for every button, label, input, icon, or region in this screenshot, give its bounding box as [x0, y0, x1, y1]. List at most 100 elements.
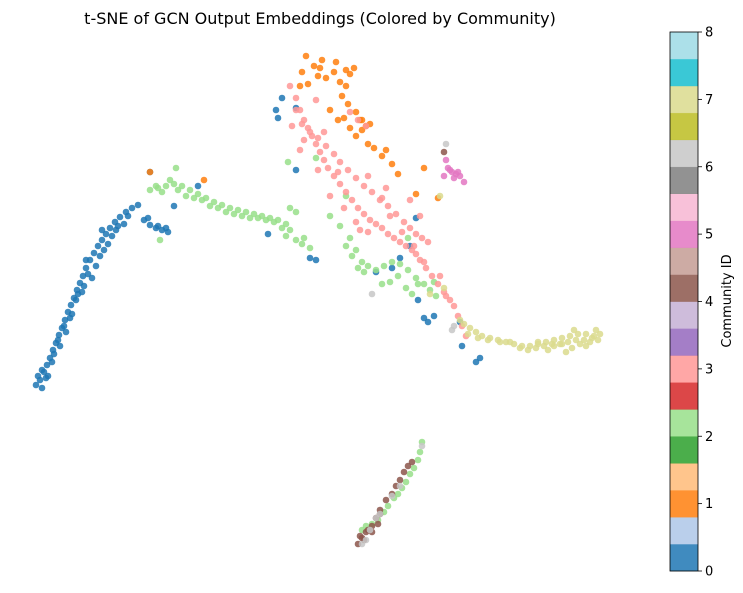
point-community-2: [364, 262, 372, 270]
point-community-7: [540, 342, 548, 350]
point-community-0: [146, 221, 154, 229]
colorbar-segment: [670, 85, 698, 114]
point-community-2: [406, 470, 414, 478]
point-community-2: [270, 218, 278, 226]
point-community-1: [338, 92, 346, 100]
point-community-2: [372, 266, 380, 274]
point-community-3: [424, 238, 432, 246]
point-community-7: [586, 338, 594, 346]
point-community-3: [400, 218, 408, 226]
point-community-1: [146, 168, 154, 176]
point-community-2: [396, 260, 404, 268]
point-community-4: [408, 458, 416, 466]
point-community-6: [442, 140, 450, 148]
point-community-2: [158, 188, 166, 196]
point-community-1: [298, 68, 306, 76]
point-community-3: [340, 204, 348, 212]
point-community-2: [250, 210, 258, 218]
point-community-1: [344, 100, 352, 108]
colorbar-segment: [670, 301, 698, 329]
point-community-0: [60, 322, 68, 330]
point-community-0: [420, 314, 428, 322]
point-community-0: [128, 204, 136, 212]
point-community-2: [282, 220, 290, 228]
point-community-3: [314, 166, 322, 174]
point-community-5: [440, 172, 448, 180]
point-community-6: [372, 514, 380, 522]
point-community-6: [368, 290, 376, 298]
point-community-0: [48, 358, 56, 366]
point-community-3: [396, 238, 404, 246]
point-community-3: [412, 230, 420, 238]
point-community-2: [194, 190, 202, 198]
point-community-2: [414, 280, 422, 288]
point-community-0: [388, 264, 396, 272]
point-community-0: [82, 256, 90, 264]
point-community-7: [472, 328, 480, 336]
point-community-7: [558, 334, 566, 342]
point-community-2: [342, 242, 350, 250]
point-community-0: [82, 264, 90, 272]
point-community-7: [506, 338, 514, 346]
point-community-2: [352, 246, 360, 254]
point-community-2: [182, 192, 190, 200]
point-community-1: [336, 78, 344, 86]
point-community-3: [384, 230, 392, 238]
point-community-1: [200, 176, 208, 184]
point-community-3: [382, 184, 390, 192]
point-community-3: [322, 142, 330, 150]
point-community-3: [336, 158, 344, 166]
point-community-2: [210, 198, 218, 206]
point-community-3: [360, 210, 368, 218]
point-community-6: [366, 526, 374, 534]
point-community-3: [428, 272, 436, 280]
point-community-2: [312, 154, 320, 162]
point-community-2: [262, 216, 270, 224]
point-community-7: [570, 326, 578, 334]
point-community-7: [574, 330, 582, 338]
point-community-6: [396, 482, 404, 490]
colorbar-segments: [670, 32, 698, 572]
point-community-2: [156, 236, 164, 244]
point-community-7: [580, 336, 588, 344]
colorbar: 0 1 2 3 4 5 6 7 8 Community ID: [669, 26, 735, 580]
point-community-3: [368, 188, 376, 196]
point-community-0: [312, 256, 320, 264]
point-community-2: [306, 244, 314, 252]
point-community-5: [454, 168, 462, 176]
point-community-0: [134, 201, 142, 209]
colorbar-segment: [670, 58, 698, 87]
point-community-2: [336, 222, 344, 230]
point-community-3: [364, 228, 372, 236]
point-community-2: [326, 212, 334, 220]
point-community-2: [166, 176, 174, 184]
point-community-0: [116, 213, 124, 221]
point-community-1: [304, 80, 312, 88]
point-community-1: [358, 126, 366, 134]
point-community-2: [292, 236, 300, 244]
point-community-3: [418, 234, 426, 242]
colorbar-segment: [670, 247, 698, 275]
point-community-2: [198, 196, 206, 204]
point-community-3: [288, 122, 296, 130]
point-community-0: [92, 262, 100, 270]
point-community-7: [484, 336, 492, 344]
point-community-3: [436, 272, 444, 280]
point-community-3: [312, 140, 320, 148]
point-community-2: [190, 194, 198, 202]
point-community-3: [292, 106, 300, 114]
colorbar-segment: [670, 274, 698, 302]
point-community-3: [330, 172, 338, 180]
colorbar-segment: [670, 328, 698, 356]
point-community-3: [406, 196, 414, 204]
point-community-2: [246, 214, 254, 222]
point-community-2: [394, 272, 402, 280]
point-community-0: [55, 331, 63, 339]
point-community-0: [79, 272, 87, 280]
point-community-0: [424, 318, 432, 326]
point-community-2: [226, 204, 234, 212]
point-community-1: [352, 108, 360, 116]
point-community-0: [162, 224, 170, 232]
